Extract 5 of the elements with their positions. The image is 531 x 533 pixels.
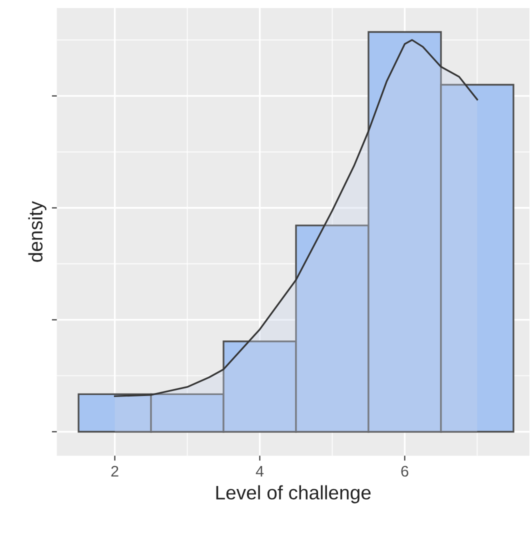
x-tick-label: 2: [111, 466, 118, 477]
x-tick-label: 6: [401, 466, 408, 477]
x-tick-label: 4: [256, 466, 264, 477]
y-axis-title: density: [28, 201, 46, 262]
x-axis-title: Level of challenge: [216, 485, 371, 504]
